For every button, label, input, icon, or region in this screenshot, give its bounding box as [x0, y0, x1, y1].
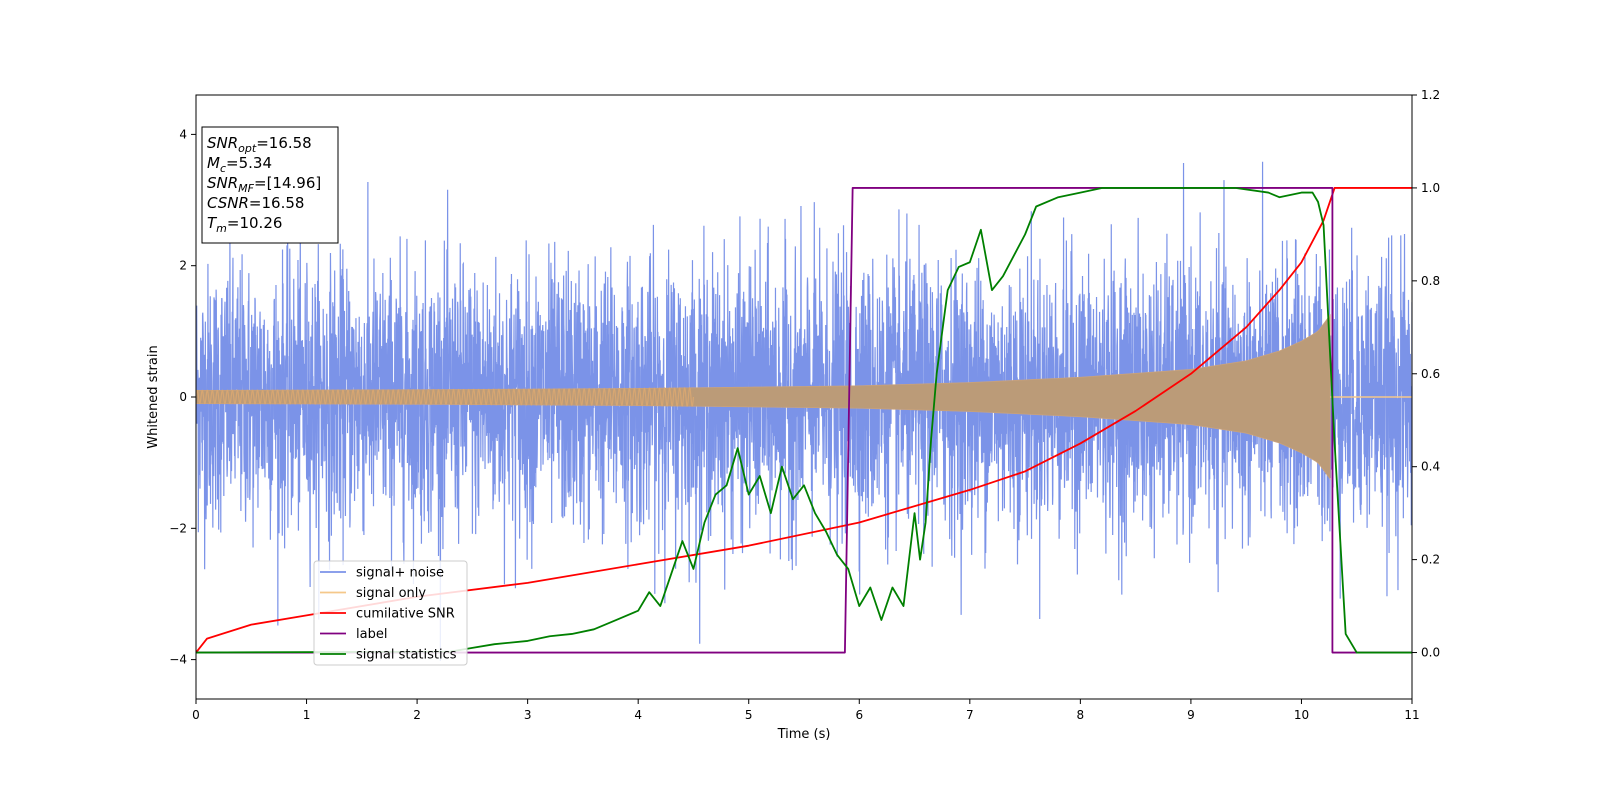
y-axis-label: Whitened strain — [146, 345, 161, 448]
y-axis-right: 0.0 0.2 0.4 0.6 0.8 1.0 1.2 — [1412, 88, 1440, 660]
annotation-symbol: CSNR — [207, 194, 249, 212]
annotation-frame — [201, 126, 339, 244]
annotation-line: Mc=5.34 — [207, 154, 272, 175]
x-tick-label: 11 — [1404, 708, 1419, 722]
annotation-value: =5.34 — [226, 154, 272, 172]
x-tick-label: 9 — [1187, 708, 1195, 722]
series-cumulative-snr — [196, 187, 1412, 654]
legend: signal+ noise signal only cumilative SNR la… — [313, 560, 468, 666]
annotation-value: =16.58 — [256, 134, 312, 152]
x-tick-label: 4 — [634, 708, 642, 722]
annotation-subscript: m — [216, 222, 227, 235]
series-signal-statistics — [196, 187, 1412, 654]
annotation-symbol: SNR — [207, 174, 238, 192]
series-signal-only — [196, 386, 695, 408]
annotation-symbol: SNR — [207, 134, 238, 152]
legend-entry: signal only — [356, 586, 426, 601]
y-tick-label: −2 — [169, 521, 187, 535]
y-axis-left: −4 −2 0 2 4 — [169, 127, 196, 667]
annotation-box: SNRopt=16.58Mc=5.34SNRMF=[14.96]CSNR=16.… — [201, 126, 339, 244]
legend-entry: signal+ noise — [356, 566, 444, 581]
x-tick-label: 1 — [303, 708, 311, 722]
annotation-subscript: MF — [238, 182, 254, 195]
y-tick-label: −4 — [169, 653, 187, 667]
annotation-value: =[14.96] — [254, 174, 321, 192]
legend-entry: signal statistics — [356, 648, 457, 663]
y-tick-label: 0 — [179, 390, 187, 404]
x-tick-label: 6 — [855, 708, 863, 722]
annotation-value: =16.58 — [249, 194, 305, 212]
y-tick-label: 4 — [179, 127, 187, 141]
annotation-line: Tm=10.26 — [207, 214, 282, 235]
annotation-symbol: T — [207, 214, 218, 232]
y2-tick-label: 0.8 — [1421, 274, 1440, 288]
legend-frame — [313, 560, 468, 666]
annotation-line: CSNR=16.58 — [207, 194, 304, 212]
annotation-line: SNRMF=[14.96] — [207, 174, 321, 195]
annotation-line: SNRopt=16.58 — [207, 134, 312, 155]
y2-tick-label: 0.6 — [1421, 367, 1440, 381]
x-tick-label: 7 — [966, 708, 974, 722]
y2-tick-label: 0.2 — [1421, 553, 1440, 567]
annotation-symbol: M — [207, 154, 220, 172]
legend-entry: label — [356, 627, 387, 642]
x-tick-label: 2 — [413, 708, 421, 722]
legend-entry: cumilative SNR — [356, 607, 455, 622]
x-tick-label: 5 — [745, 708, 753, 722]
y2-tick-label: 1.2 — [1421, 88, 1440, 102]
x-tick-label: 0 — [192, 708, 200, 722]
x-tick-label: 8 — [1077, 708, 1085, 722]
x-axis-label: Time (s) — [777, 727, 831, 742]
x-tick-label: 3 — [524, 708, 532, 722]
y-tick-label: 2 — [179, 259, 187, 273]
annotation-subscript: opt — [238, 142, 257, 155]
annotation-subscript: c — [220, 162, 226, 175]
annotation-value: =10.26 — [227, 214, 283, 232]
y2-tick-label: 0.4 — [1421, 460, 1440, 474]
x-tick-label: 10 — [1294, 708, 1309, 722]
y2-tick-label: 1.0 — [1421, 181, 1440, 195]
series-layer — [196, 161, 1412, 662]
x-axis: 0 1 2 3 4 5 6 7 8 9 10 11 — [192, 699, 1420, 722]
y2-tick-label: 0.0 — [1421, 646, 1440, 660]
